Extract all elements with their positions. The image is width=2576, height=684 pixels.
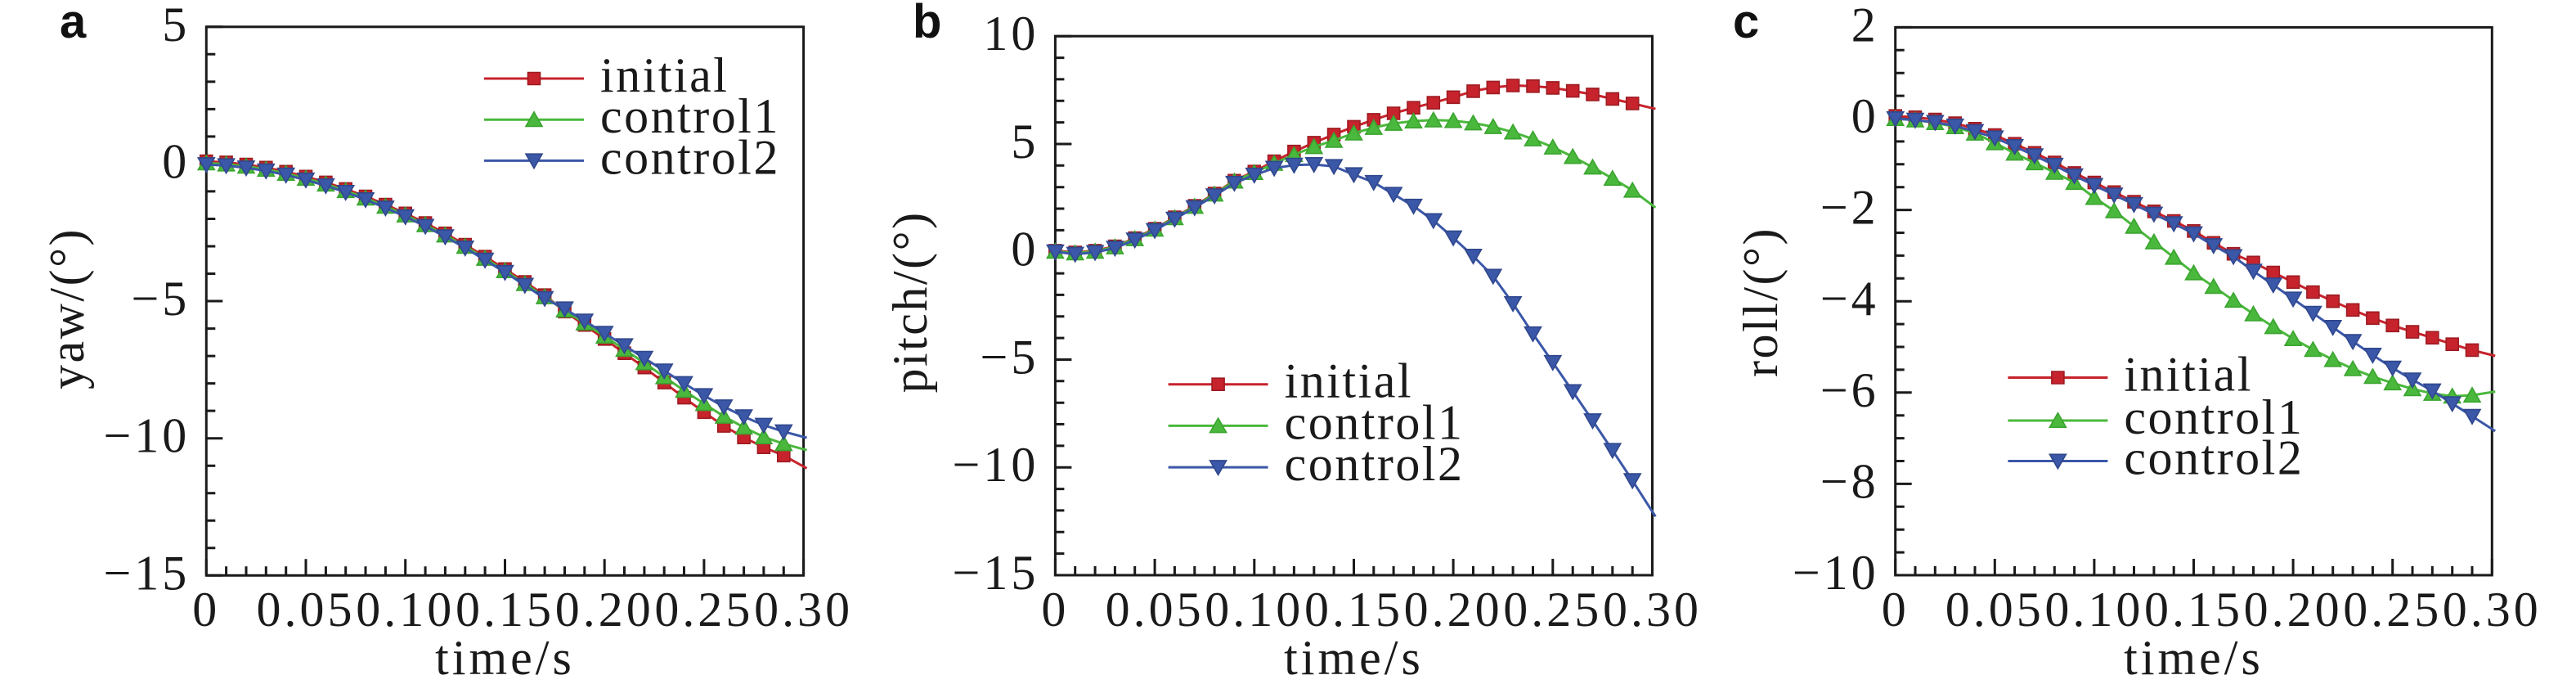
svg-text:0: 0	[162, 134, 190, 188]
svg-text:control1: control1	[600, 89, 780, 143]
svg-text:time/s: time/s	[435, 631, 575, 684]
svg-text:−6: −6	[1820, 363, 1879, 417]
svg-text:−15: −15	[103, 546, 190, 600]
svg-text:0.25: 0.25	[654, 583, 753, 637]
svg-text:0.05: 0.05	[1106, 583, 1205, 637]
svg-text:0.10: 0.10	[356, 583, 455, 637]
svg-text:initial: initial	[1285, 354, 1413, 408]
svg-text:0.20: 0.20	[1404, 583, 1503, 637]
svg-text:control1: control1	[1285, 395, 1465, 449]
svg-text:−2: −2	[1820, 181, 1879, 235]
svg-text:0.05: 0.05	[257, 583, 356, 637]
svg-text:0.20: 0.20	[2244, 583, 2343, 637]
svg-text:time/s: time/s	[1284, 631, 1424, 684]
svg-text:−15: −15	[953, 546, 1039, 600]
svg-text:0.20: 0.20	[555, 583, 654, 637]
svg-text:b: b	[913, 0, 941, 48]
svg-text:c: c	[1733, 0, 1759, 48]
svg-text:a: a	[60, 0, 87, 48]
svg-text:roll/(°): roll/(°)	[1734, 227, 1788, 377]
svg-text:0: 0	[1882, 583, 1910, 637]
svg-text:0.15: 0.15	[456, 583, 554, 637]
svg-text:0.25: 0.25	[2343, 583, 2442, 637]
svg-text:2: 2	[1851, 0, 1879, 52]
svg-text:0: 0	[1041, 583, 1069, 637]
svg-text:time/s: time/s	[2124, 631, 2264, 684]
svg-text:0: 0	[1851, 89, 1879, 143]
svg-text:initial: initial	[600, 48, 729, 102]
svg-text:0: 0	[192, 583, 220, 637]
svg-text:−10: −10	[1793, 546, 1879, 600]
svg-text:0.25: 0.25	[1503, 583, 1602, 637]
svg-text:initial: initial	[2124, 348, 2252, 402]
svg-text:−8: −8	[1820, 454, 1879, 508]
svg-text:0: 0	[1011, 223, 1039, 277]
svg-text:yaw/(°): yaw/(°)	[40, 227, 94, 389]
svg-text:pitch/(°): pitch/(°)	[883, 210, 937, 393]
svg-text:0.15: 0.15	[2144, 583, 2243, 637]
svg-text:control2: control2	[2124, 431, 2304, 485]
svg-text:0.15: 0.15	[1304, 583, 1403, 637]
svg-text:control1: control1	[2124, 390, 2304, 444]
svg-text:5: 5	[1011, 115, 1039, 169]
svg-text:0.10: 0.10	[1205, 583, 1304, 637]
svg-text:10: 10	[983, 7, 1039, 61]
svg-text:−4: −4	[1820, 272, 1879, 326]
svg-text:control2: control2	[600, 130, 780, 184]
svg-text:0.05: 0.05	[1945, 583, 2044, 637]
svg-text:0.30: 0.30	[754, 583, 853, 637]
svg-text:0.10: 0.10	[2044, 583, 2143, 637]
svg-text:control2: control2	[1285, 437, 1465, 491]
svg-text:0.30: 0.30	[1603, 583, 1702, 637]
svg-text:5: 5	[162, 0, 190, 52]
svg-text:−10: −10	[103, 409, 190, 463]
svg-text:−5: −5	[981, 331, 1039, 385]
svg-text:−5: −5	[131, 272, 190, 326]
svg-text:−10: −10	[953, 438, 1039, 492]
svg-text:0.30: 0.30	[2443, 583, 2542, 637]
